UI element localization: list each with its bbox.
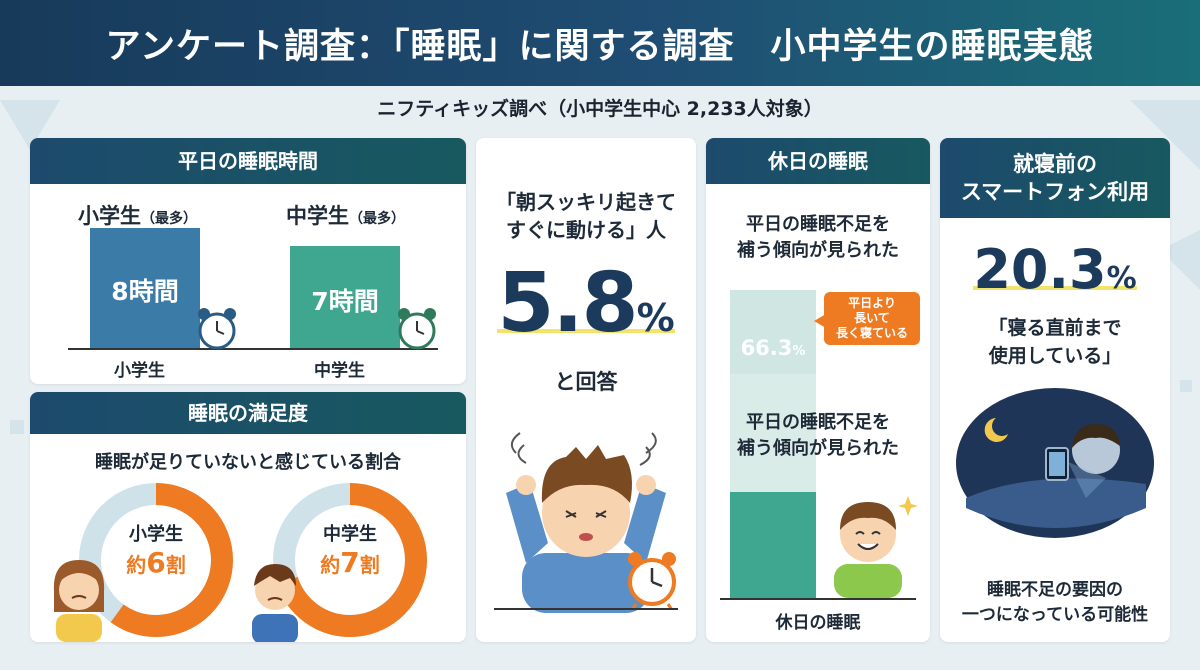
holiday-axis-label: 休日の睡眠 — [775, 613, 861, 633]
holiday-bar-gap — [730, 374, 816, 492]
middle-donut-label: 中学生 約7割 — [320, 524, 380, 579]
satisfaction-question: 睡眠が足りていないと感じている割合 — [95, 452, 401, 473]
girl-illustration — [53, 560, 105, 642]
callout-pointer — [814, 314, 826, 328]
morning-quote: 「朝スッキリ起きて すぐに動ける」人 — [496, 190, 676, 242]
alarm-clock-icon — [198, 308, 236, 350]
weekday-axis-line — [68, 348, 438, 350]
elementary-donut-chart — [79, 483, 233, 637]
holiday-axis-line — [720, 598, 916, 600]
holiday-top-text: 平日の睡眠不足を 補う傾向が見られた — [737, 214, 899, 261]
elementary-head: 小学生（最多） — [78, 204, 197, 228]
header-banner: アンケート調査：「睡眠」に関する調査 小中学生の睡眠実態 — [0, 0, 1200, 86]
middle-donut-chart — [273, 483, 427, 637]
morning-refresh-card: 「朝スッキリ起きて すぐに動ける」人 5.8% と回答 — [476, 138, 696, 642]
holiday-bar-value: 66.3% — [740, 336, 806, 360]
sleep-satisfaction-card: 睡眠の満足度 睡眠が足りていないと感じている割合 小学生 約6割 中学生 約7割 — [30, 392, 466, 642]
middle-sleep-value: 7時間 — [311, 287, 379, 316]
middle-axis-label: 中学生 — [314, 361, 365, 381]
middle-head: 中学生（最多） — [286, 204, 405, 228]
holiday-sleep-card: 休日の睡眠 平日の睡眠不足を 補う傾向が見られた 66.3% 平日より 長いて … — [706, 138, 930, 642]
elementary-axis-label: 小学生 — [114, 361, 165, 381]
holiday-callout: 平日より 長いて 長く寝ている — [824, 292, 920, 345]
smartphone-title: 就寝前の スマートフォン利用 — [940, 138, 1170, 218]
elementary-sleep-value: 8時間 — [111, 277, 179, 306]
weekday-sleep-title: 平日の睡眠時間 — [30, 138, 466, 184]
smartphone-bottom-text: 睡眠不足の要因の 一つになっている可能性 — [961, 580, 1149, 625]
smartphone-quote: 「寝る直前まで 使用している」 — [988, 317, 1122, 367]
elementary-sleep-bar: 8時間 — [90, 228, 200, 348]
survey-source: ニフティキッズ調べ（小中学生中心 2,233人対象） — [377, 98, 823, 120]
morning-percentage: 5.8% — [497, 256, 675, 351]
morning-answer: と回答 — [554, 370, 618, 394]
weekday-sleep-card: 平日の睡眠時間 小学生（最多） 中学生（最多） 8時間 7時間 小学生 中学生 — [30, 138, 466, 384]
satisfaction-title: 睡眠の満足度 — [30, 392, 466, 434]
elementary-donut-label: 小学生 約6割 — [126, 524, 186, 579]
alarm-clock-icon — [628, 552, 676, 610]
child-in-bed-illustration — [956, 388, 1154, 538]
middle-sleep-bar: 7時間 — [290, 246, 400, 348]
table-line — [494, 608, 678, 610]
smartphone-percentage: 20.3% — [973, 238, 1137, 301]
smiling-boy-illustration — [834, 496, 918, 598]
holiday-sleep-title: 休日の睡眠 — [706, 138, 930, 184]
boy-illustration — [252, 564, 298, 642]
alarm-clock-icon — [398, 308, 436, 350]
smartphone-usage-card: 就寝前の スマートフォン利用 20.3% 「寝る直前まで 使用している」 睡眠不… — [940, 138, 1170, 642]
sleepy-child-illustration — [506, 432, 666, 613]
page-title: アンケート調査：「睡眠」に関する調査 小中学生の睡眠実態 — [105, 26, 1095, 67]
holiday-mid-text: 平日の睡眠不足を 補う傾向が見られた — [737, 412, 899, 459]
